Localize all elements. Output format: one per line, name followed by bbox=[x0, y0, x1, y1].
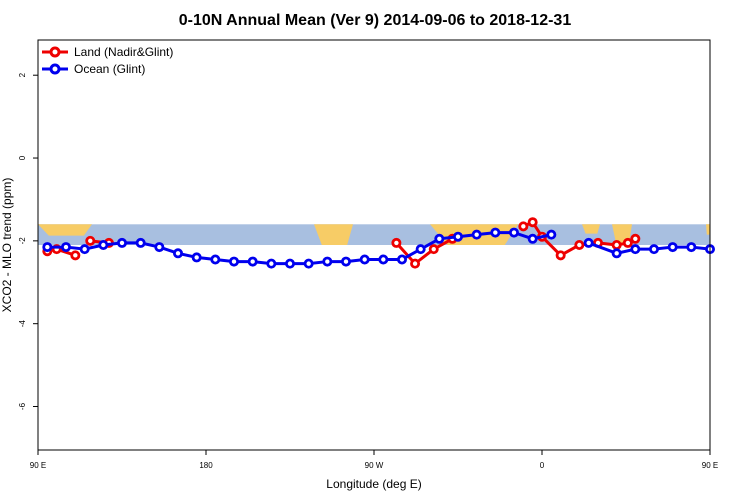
data-point bbox=[434, 233, 445, 244]
land-patch bbox=[314, 224, 353, 245]
y-axis-label: XCO2 - MLO trend (ppm) bbox=[0, 178, 14, 313]
data-point bbox=[527, 233, 538, 244]
data-point bbox=[686, 242, 697, 253]
legend-marker-ocean bbox=[49, 63, 61, 75]
data-point bbox=[247, 256, 258, 267]
data-point bbox=[117, 237, 128, 248]
data-point bbox=[42, 242, 53, 253]
chart-title: 0-10N Annual Mean (Ver 9) 2014-09-06 to … bbox=[179, 12, 572, 29]
x-tick-label: 0 bbox=[540, 461, 545, 470]
x-axis: 90 E 180 90 W 0 90 E bbox=[30, 450, 718, 470]
data-point bbox=[98, 239, 109, 250]
data-point bbox=[70, 250, 81, 261]
data-point bbox=[527, 217, 538, 228]
legend-marker-land bbox=[49, 46, 61, 58]
y-tick-label: -2 bbox=[18, 237, 27, 245]
y-axis: 2 0 -2 -4 -6 bbox=[18, 72, 38, 410]
data-point bbox=[396, 254, 407, 265]
x-axis-label: Longitude (deg E) bbox=[326, 477, 421, 491]
x-tick-label: 90 E bbox=[702, 461, 718, 470]
legend-label-land: Land (Nadir&Glint) bbox=[74, 45, 173, 59]
data-point bbox=[172, 248, 183, 259]
data-point bbox=[61, 242, 72, 253]
data-point bbox=[79, 244, 90, 255]
data-point bbox=[378, 254, 389, 265]
data-point bbox=[471, 229, 482, 240]
data-point bbox=[490, 227, 501, 238]
data-point bbox=[266, 258, 277, 269]
legend: Land (Nadir&Glint) Ocean (Glint) bbox=[42, 45, 173, 76]
data-point bbox=[284, 258, 295, 269]
data-point bbox=[611, 239, 622, 250]
data-point bbox=[428, 244, 439, 255]
data-point bbox=[228, 256, 239, 267]
data-point bbox=[622, 237, 633, 248]
data-point bbox=[630, 233, 641, 244]
data-point bbox=[518, 221, 529, 232]
data-point bbox=[391, 237, 402, 248]
data-point bbox=[135, 237, 146, 248]
data-point bbox=[154, 242, 165, 253]
land-patch bbox=[706, 224, 710, 235]
legend-label-ocean: Ocean (Glint) bbox=[74, 62, 145, 76]
data-point bbox=[649, 244, 660, 255]
y-tick-label: -4 bbox=[18, 320, 27, 328]
data-point bbox=[410, 258, 421, 269]
data-point bbox=[611, 248, 622, 259]
y-tick-label: 0 bbox=[18, 155, 27, 160]
data-point bbox=[508, 227, 519, 238]
data-point bbox=[191, 252, 202, 263]
x-tick-label: 90 E bbox=[30, 461, 46, 470]
y-tick-label: 2 bbox=[18, 72, 27, 77]
data-point bbox=[667, 242, 678, 253]
data-point bbox=[210, 254, 221, 265]
x-tick-label: 90 W bbox=[365, 461, 384, 470]
data-point bbox=[85, 235, 96, 246]
series-line bbox=[395, 237, 454, 266]
data-point bbox=[630, 244, 641, 255]
data-point bbox=[415, 244, 426, 255]
data-point bbox=[359, 254, 370, 265]
series-layer bbox=[42, 217, 716, 269]
series-ocean bbox=[42, 227, 716, 269]
data-point bbox=[452, 231, 463, 242]
land-patch bbox=[582, 224, 600, 234]
data-point bbox=[555, 250, 566, 261]
data-point bbox=[583, 237, 594, 248]
y-tick-label: -6 bbox=[18, 402, 27, 410]
data-point bbox=[303, 258, 314, 269]
x-tick-label: 180 bbox=[199, 461, 213, 470]
data-point bbox=[546, 229, 557, 240]
data-point bbox=[322, 256, 333, 267]
data-point bbox=[574, 239, 585, 250]
land-patch bbox=[38, 224, 92, 236]
series-line bbox=[47, 231, 552, 266]
data-point bbox=[340, 256, 351, 267]
